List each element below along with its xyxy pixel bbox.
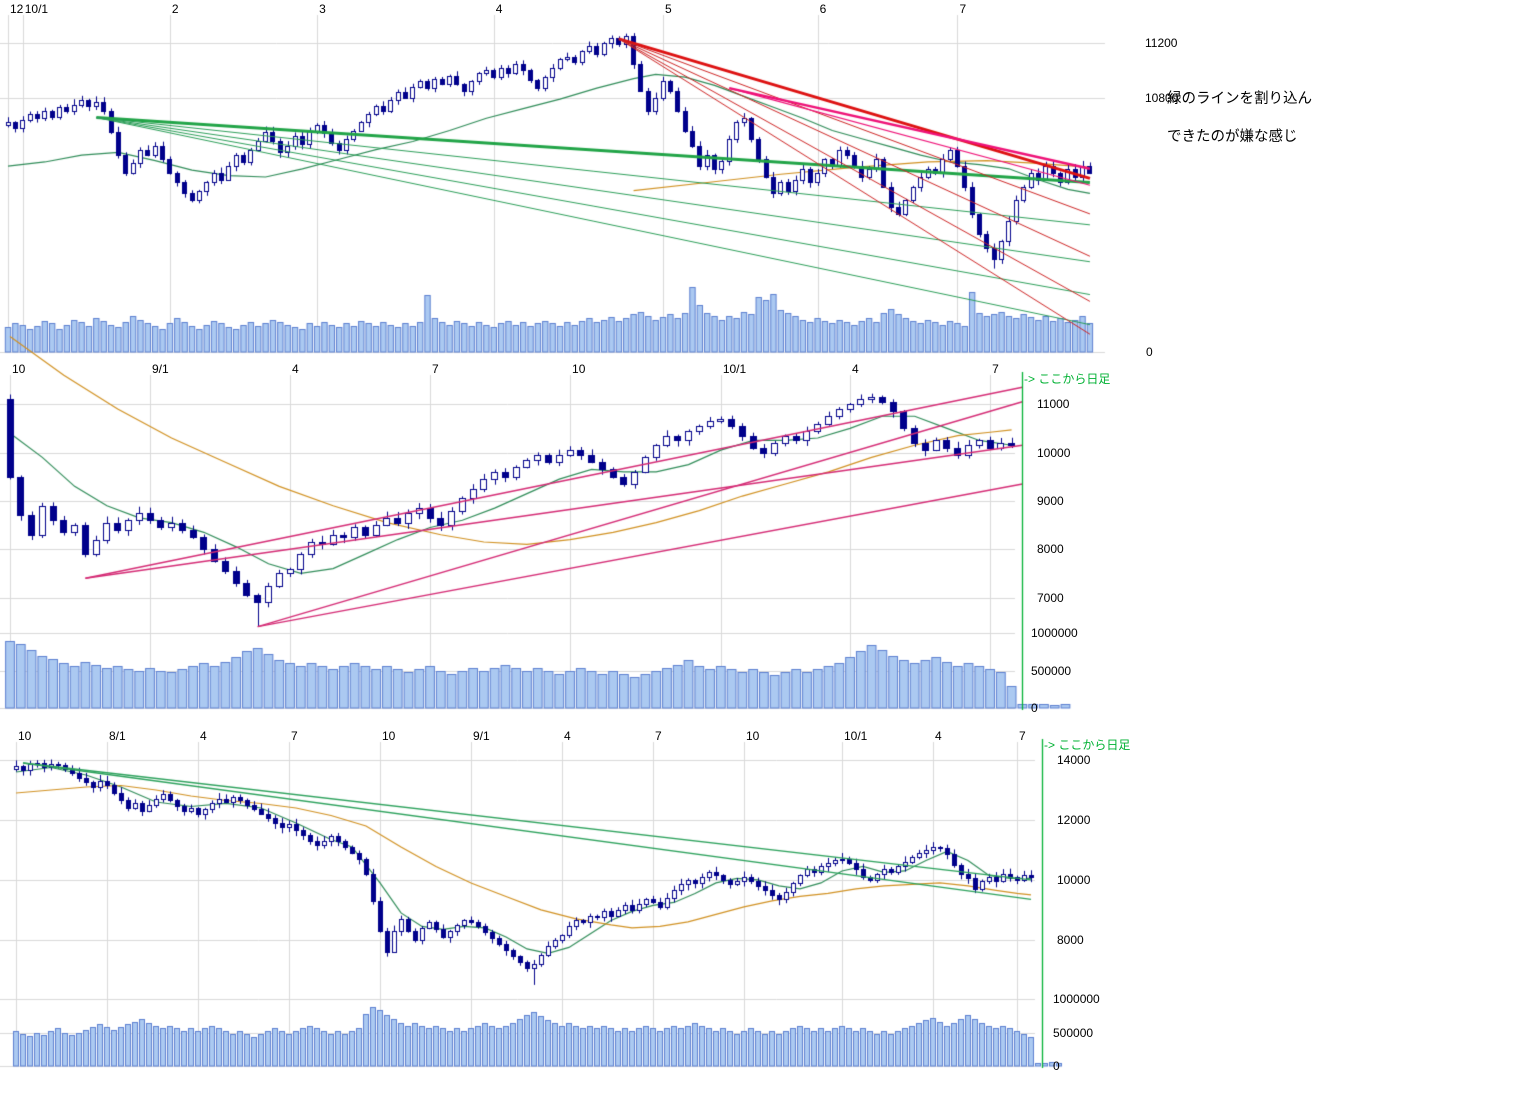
handwritten-comment: 緑のラインを割り込ん できたのが嫌な感じ — [1167, 80, 1312, 156]
comment-line-1: 緑のラインを割り込ん — [1167, 91, 1312, 107]
comment-line-2: できたのが嫌な感じ — [1167, 129, 1298, 145]
